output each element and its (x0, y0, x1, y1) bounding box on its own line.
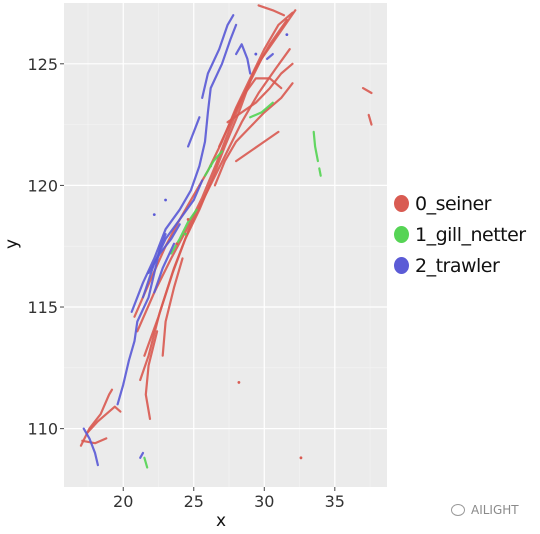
y-tick-label: 110 (27, 420, 58, 439)
track-0_seiner (144, 330, 159, 420)
track-0_seiner (213, 82, 294, 187)
track-0_seiner (218, 77, 283, 148)
track-2_trawler (141, 179, 204, 299)
y-tick-label: 115 (27, 298, 58, 317)
track-1_gill_netter (143, 456, 149, 469)
track-0_seiner (161, 257, 184, 357)
point-0_seiner (299, 456, 303, 460)
watermark: AILIGHT (451, 503, 519, 517)
track-1_gill_netter (312, 130, 319, 163)
track-0_seiner (361, 86, 373, 95)
data-points (152, 33, 303, 460)
x-tick-label: 35 (325, 492, 345, 511)
track-1_gill_netter (170, 208, 198, 255)
y-axis-ticks: 110 115 120 125 (27, 55, 64, 439)
track-0_seiner (81, 437, 108, 445)
x-tick-label: 25 (184, 492, 204, 511)
track-2_trawler (153, 242, 176, 294)
point-0_seiner (175, 242, 179, 246)
legend-swatch (394, 226, 409, 243)
x-tick-label: 30 (254, 492, 274, 511)
track-2_trawler (139, 451, 145, 459)
y-tick-label: 125 (27, 55, 58, 74)
track-0_seiner (85, 405, 122, 435)
y-tick-label: 120 (27, 176, 58, 195)
legend-swatch (394, 257, 409, 274)
point-1_gill_netter (209, 164, 213, 168)
track-1_gill_netter (203, 150, 224, 177)
track-0_seiner (133, 11, 294, 318)
track-2_trawler (235, 43, 252, 75)
legend-label: 1_gill_netter (415, 223, 526, 246)
track-2_trawler (82, 427, 100, 467)
watermark-text: AILIGHT (471, 503, 519, 517)
point-0_seiner (237, 381, 241, 384)
legend-item-seiner: 0_seiner (394, 188, 526, 219)
track-0_seiner (367, 113, 373, 126)
track-2_trawler (147, 223, 181, 275)
x-axis-label: x (216, 511, 226, 531)
point-2_trawler (164, 198, 167, 202)
point-2_trawler (254, 52, 258, 56)
track-1_gill_netter (249, 101, 274, 119)
point-1_gill_netter (183, 232, 187, 236)
track-2_trawler (130, 23, 238, 313)
track-2_trawler (187, 116, 201, 148)
track-0_seiner (226, 62, 294, 124)
y-axis-label: y (2, 239, 22, 249)
legend: 0_seiner 1_gill_netter 2_trawler (394, 188, 526, 282)
track-0_seiner (235, 130, 280, 163)
track-0_seiner (139, 48, 291, 382)
track-2_trawler (201, 14, 235, 100)
track-1_gill_netter (318, 167, 322, 177)
legend-label: 0_seiner (415, 192, 492, 215)
point-2_trawler (285, 33, 289, 37)
legend-label: 2_trawler (415, 254, 500, 277)
legend-item-gill-netter: 1_gill_netter (394, 219, 526, 250)
x-axis-ticks: 20 25 30 35 (113, 487, 345, 511)
plot-panel (64, 3, 387, 487)
wechat-icon (451, 504, 465, 516)
x-tick-label: 20 (113, 492, 133, 511)
track-0_seiner (257, 4, 286, 17)
point-0_seiner (186, 218, 190, 221)
legend-swatch (394, 195, 409, 212)
point-2_trawler (152, 213, 156, 216)
legend-item-trawler: 2_trawler (394, 250, 526, 281)
track-2_trawler (266, 52, 274, 61)
grid-lines (64, 3, 387, 487)
data-tracks (79, 4, 373, 469)
